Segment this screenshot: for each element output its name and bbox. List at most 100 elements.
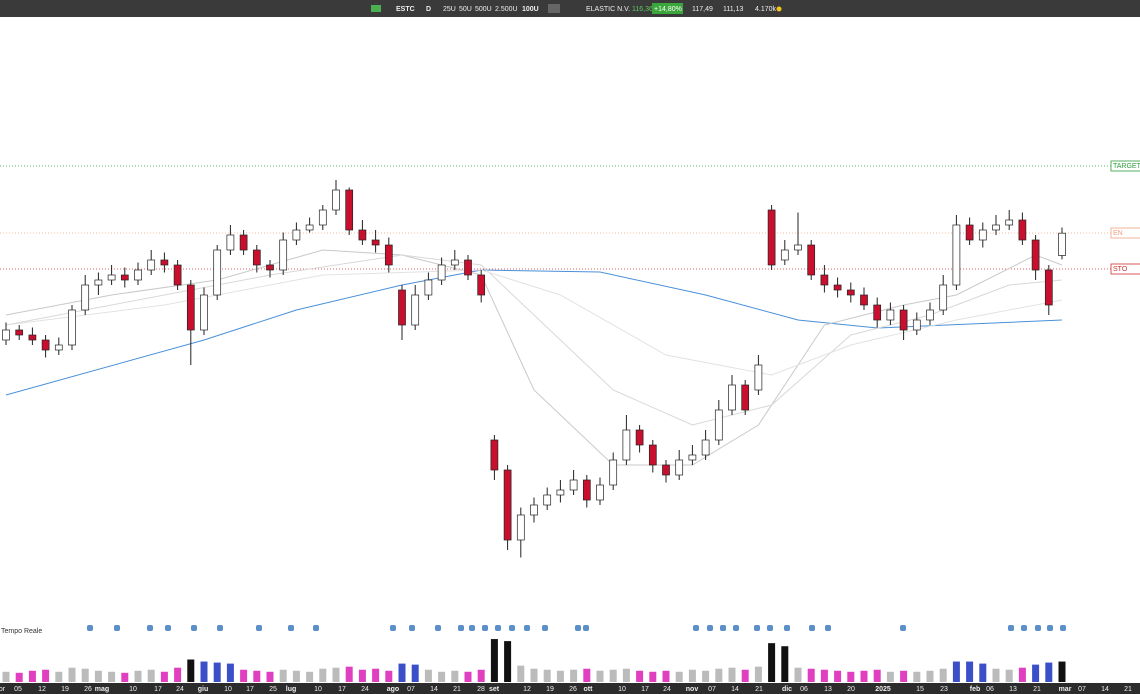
x-tick-label: 12 bbox=[38, 686, 46, 693]
candle-body bbox=[226, 234, 235, 251]
volume-bar bbox=[108, 671, 116, 682]
x-tick-label: 10 bbox=[618, 686, 626, 693]
volume-bar bbox=[741, 669, 749, 682]
day-high: 117,49 bbox=[692, 6, 713, 13]
x-tick-label: 23 bbox=[940, 686, 948, 693]
candle-body bbox=[94, 279, 103, 286]
event-marker bbox=[900, 625, 906, 631]
symbol[interactable]: ESTC bbox=[396, 6, 415, 13]
volume-bar bbox=[622, 668, 630, 682]
event-marker bbox=[1035, 625, 1041, 631]
event-marker bbox=[165, 625, 171, 631]
candle-body bbox=[345, 189, 354, 231]
x-tick-label: 19 bbox=[546, 686, 554, 693]
x-tick-label: 17 bbox=[338, 686, 346, 693]
level-label: TARGET bbox=[1113, 163, 1140, 170]
range[interactable]: 2.500U bbox=[495, 6, 518, 13]
volume-bar bbox=[253, 670, 261, 682]
volume-bar bbox=[451, 670, 459, 682]
volume-bar bbox=[1045, 662, 1053, 682]
event-marker bbox=[542, 625, 548, 631]
volume-bar bbox=[543, 669, 551, 682]
volume-bar bbox=[345, 666, 353, 682]
event-marker bbox=[754, 625, 760, 631]
x-tick-label: 19 bbox=[61, 686, 69, 693]
volume-bar bbox=[834, 670, 842, 682]
level-box bbox=[1110, 263, 1140, 275]
candle-body bbox=[1031, 239, 1040, 271]
type-icon[interactable] bbox=[548, 4, 560, 13]
candle-body bbox=[41, 339, 50, 351]
volume-bar bbox=[174, 667, 182, 682]
candle-body bbox=[516, 514, 525, 541]
range[interactable]: 500U bbox=[475, 6, 492, 13]
range[interactable]: 50U bbox=[459, 6, 472, 13]
candle-body bbox=[464, 259, 472, 276]
volume-bar bbox=[213, 662, 221, 682]
candle-body bbox=[754, 364, 763, 391]
candle-body bbox=[596, 484, 604, 501]
last-price: 116,36 bbox=[632, 6, 653, 13]
x-tick-label: 07 bbox=[708, 686, 716, 693]
volume-bar bbox=[94, 670, 102, 682]
volume-bar bbox=[332, 667, 340, 682]
volume-bar bbox=[490, 639, 498, 682]
x-tick-label: 07 bbox=[1078, 686, 1086, 693]
volume-bar bbox=[913, 671, 921, 682]
candle-body bbox=[1058, 232, 1066, 256]
x-tick-label: 24 bbox=[361, 686, 369, 693]
x-tick-label: 17 bbox=[154, 686, 162, 693]
volume-bar bbox=[121, 672, 129, 682]
candle-body bbox=[186, 284, 195, 331]
x-tick-label: 26 bbox=[569, 686, 577, 693]
candle-body bbox=[371, 239, 380, 246]
volume-bar bbox=[847, 671, 855, 682]
volume-bar bbox=[55, 671, 63, 682]
candle-body bbox=[134, 269, 142, 281]
volume-bar bbox=[556, 670, 564, 682]
volume-bar bbox=[306, 671, 314, 682]
candle-body bbox=[952, 224, 961, 286]
event-marker bbox=[469, 625, 475, 631]
volume-bar bbox=[1032, 664, 1040, 682]
volume-bar bbox=[662, 670, 670, 682]
volume-bar bbox=[979, 663, 987, 682]
volume-bar bbox=[134, 670, 142, 682]
volume-bar bbox=[649, 671, 657, 682]
volume-bar bbox=[240, 669, 248, 682]
x-tick-label: giu bbox=[198, 686, 209, 693]
level-box bbox=[1110, 160, 1140, 172]
x-tick-label: 14 bbox=[430, 686, 438, 693]
event-marker bbox=[114, 625, 120, 631]
volume-bar bbox=[900, 670, 908, 682]
volume-bar bbox=[886, 671, 894, 682]
event-marker bbox=[482, 625, 488, 631]
candle-body bbox=[107, 274, 116, 281]
candle-body bbox=[780, 249, 789, 261]
change: +14,80% bbox=[654, 6, 682, 13]
moving-average bbox=[5, 249, 1063, 466]
candle-body bbox=[384, 244, 393, 266]
candle-body bbox=[846, 289, 855, 296]
volume-bar bbox=[952, 661, 960, 682]
candle-body bbox=[912, 319, 921, 331]
range[interactable]: 100U bbox=[522, 6, 539, 13]
volume-bar bbox=[2, 671, 10, 682]
candle-body bbox=[424, 279, 433, 296]
volume-bar bbox=[266, 671, 274, 682]
candle-body bbox=[635, 429, 644, 446]
range[interactable]: 25U bbox=[443, 6, 456, 13]
interval[interactable]: D bbox=[426, 6, 431, 13]
realtime-label: Tempo Reale bbox=[1, 628, 42, 635]
event-marker bbox=[524, 625, 530, 631]
x-tick-label: 13 bbox=[1009, 686, 1017, 693]
event-marker bbox=[720, 625, 726, 631]
volume-bar bbox=[530, 668, 538, 682]
candle-body bbox=[701, 439, 710, 456]
candle-body bbox=[728, 384, 736, 411]
candle-body bbox=[860, 294, 868, 306]
candle-body bbox=[582, 479, 591, 501]
volume-bar bbox=[28, 670, 36, 682]
